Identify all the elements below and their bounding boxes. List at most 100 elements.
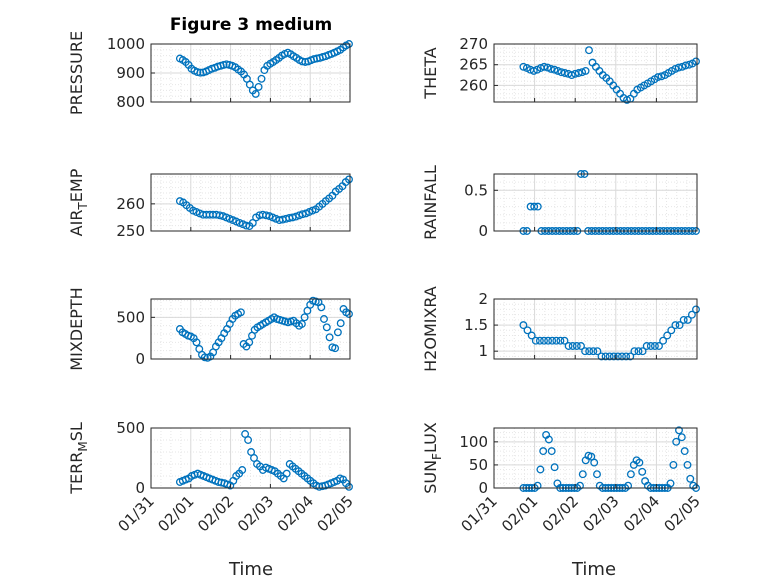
subplot-5: 0 500 MIXDEPTH	[67, 287, 353, 371]
data-point	[593, 347, 602, 356]
y-tick-label: 1000	[107, 35, 145, 53]
data-point	[564, 342, 573, 350]
data-point	[630, 347, 639, 356]
axes-box	[150, 173, 351, 232]
data-point	[609, 352, 618, 361]
data-point	[251, 89, 260, 98]
y-tick-label: 1.5	[464, 316, 488, 334]
x-tick-label: 02/05	[661, 492, 704, 535]
data-point	[618, 352, 626, 361]
data-point	[298, 210, 307, 219]
data-point	[531, 336, 540, 345]
y-tick-label: 50	[469, 456, 488, 474]
x-tick-label: 02/04	[274, 492, 317, 535]
data-point	[679, 315, 688, 324]
y-axis-label: TERRMSL	[67, 422, 90, 495]
data-point	[333, 328, 342, 337]
data-point	[568, 342, 577, 350]
y-tick-label: 2	[478, 290, 488, 308]
data-point	[646, 342, 655, 350]
data-point	[578, 470, 587, 479]
data-point	[601, 352, 610, 361]
data-point	[687, 310, 696, 319]
x-tick-label: 02/03	[579, 492, 622, 535]
data-point	[548, 336, 557, 345]
axes-box	[150, 427, 351, 489]
data-point	[550, 463, 559, 472]
data-point	[626, 352, 635, 361]
data-point	[523, 326, 532, 335]
subplot-8: 0 50 100 SUNFLUX 01/3102/0102/0202/0302/0402…	[421, 422, 704, 535]
x-tick-label: 02/04	[620, 492, 663, 535]
data-point	[560, 336, 569, 345]
data-point	[560, 69, 569, 77]
data-point	[576, 481, 584, 490]
data-point	[322, 323, 331, 332]
axes-box	[150, 298, 351, 360]
axes-box	[493, 427, 698, 489]
data-point	[677, 433, 686, 442]
data-point	[519, 321, 528, 330]
data-point	[605, 352, 614, 361]
data-point	[540, 336, 548, 345]
subplot-1: 800 900 1000 PRESSURE	[67, 31, 353, 115]
data-point	[238, 466, 247, 474]
data-point	[298, 57, 307, 66]
axes-box	[493, 43, 698, 103]
data-point	[552, 336, 561, 345]
data-point	[219, 60, 228, 69]
data-point	[672, 437, 681, 446]
data-point	[577, 342, 585, 350]
data-point	[248, 218, 257, 227]
data-point	[553, 66, 562, 75]
data-point	[345, 310, 353, 318]
data-point	[681, 61, 690, 70]
data-point	[597, 352, 606, 361]
y-axis-label: THETA	[421, 47, 440, 99]
data-point	[300, 313, 309, 322]
y-tick-label: 0	[135, 479, 145, 497]
y-tick-label: 500	[116, 308, 145, 326]
data-point	[297, 320, 306, 328]
subplot-3: 250 260 AIRTEMP	[67, 168, 353, 240]
subplot-2: 260 265 270 THETA	[421, 35, 700, 104]
y-tick-label: 800	[116, 93, 145, 111]
x-tick-label: 01/31	[458, 492, 501, 535]
data-point	[587, 452, 596, 461]
y-tick-label: 1	[478, 342, 488, 360]
data-point	[336, 319, 345, 328]
y-tick-label: 270	[459, 35, 488, 53]
data-point	[593, 470, 601, 479]
data-point	[567, 71, 576, 80]
data-point	[530, 202, 539, 211]
data-point	[667, 326, 676, 335]
data-point	[686, 474, 695, 483]
data-point	[638, 347, 647, 356]
data-point	[192, 338, 201, 347]
subplot-7: 0 500 TERRMSL 01/3102/0102/0202/0302/0402/0…	[67, 419, 357, 535]
data-point	[547, 64, 555, 73]
data-point	[635, 458, 644, 467]
data-point	[666, 479, 675, 488]
data-point	[247, 448, 256, 456]
data-point	[685, 60, 694, 69]
data-point	[626, 470, 635, 479]
y-axis-label: AIRTEMP	[67, 168, 90, 236]
data-point	[540, 62, 549, 71]
data-point	[320, 315, 328, 323]
data-point	[692, 305, 700, 314]
data-point	[683, 460, 692, 469]
data-point	[556, 336, 565, 345]
data-point	[578, 68, 587, 77]
data-point	[325, 333, 334, 342]
data-point	[581, 347, 590, 356]
axes-box	[493, 173, 698, 232]
data-point	[655, 342, 663, 350]
data-point	[680, 447, 689, 456]
data-point	[663, 331, 672, 340]
data-point	[282, 469, 291, 478]
data-point	[200, 353, 209, 362]
data-point	[244, 436, 253, 444]
data-point	[257, 74, 266, 83]
y-axis-label: MIXDEPTH	[67, 287, 86, 370]
